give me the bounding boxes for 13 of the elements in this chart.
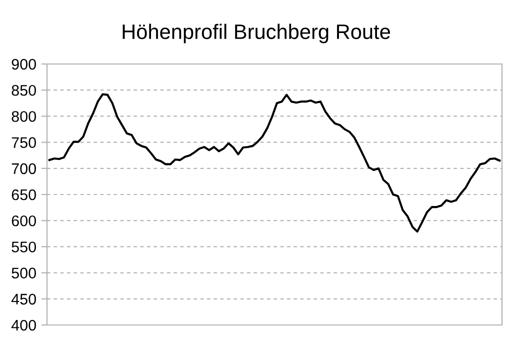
- y-tick-label: 900: [12, 58, 36, 70]
- y-tick-label: 750: [12, 137, 36, 148]
- y-tick-label: 600: [12, 215, 36, 226]
- line-series: [48, 93, 501, 233]
- y-tick-label: 500: [12, 268, 36, 278]
- y-tick-label: 450: [11, 294, 36, 305]
- y-tick-label: 700: [12, 163, 36, 174]
- y-tick-label: 850: [12, 84, 36, 96]
- y-tick-label: 400: [11, 320, 36, 331]
- chart-title: Höhenprofil Bruchberg Route: [122, 24, 390, 44]
- y-tick-label: 650: [12, 189, 36, 200]
- y-tick-label: 800: [12, 111, 36, 122]
- y-tick-label: 550: [12, 242, 36, 252]
